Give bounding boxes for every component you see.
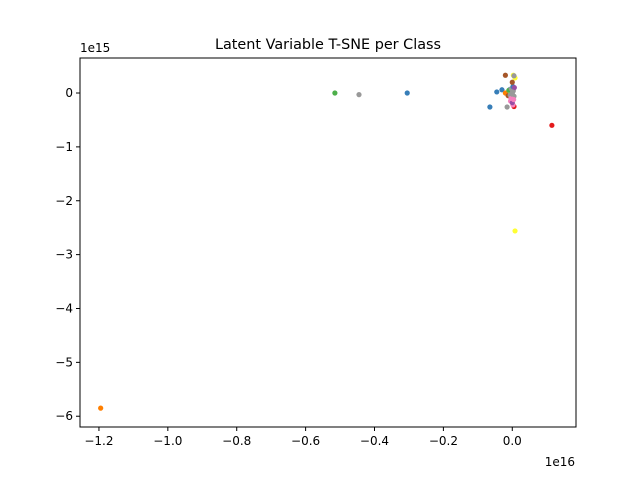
scatter-point [404, 90, 410, 96]
scatter-point [549, 122, 555, 128]
y-tick-label: −4 [55, 301, 73, 315]
axis-ticks: −1.2 −1.0 −0.8 −0.6 −0.4 −0.2 0.0 0 −1 −2 −3 −4 −5 −6 [55, 86, 522, 448]
plot-frame [79, 57, 577, 428]
y-tick-label: −6 [55, 409, 73, 423]
scatter-point [511, 73, 517, 79]
scatter-point [356, 92, 362, 98]
y-tick-label: −1 [55, 140, 73, 154]
scatter-point [510, 89, 516, 95]
scatter-point [504, 104, 510, 110]
x-tick-label: −1.0 [153, 434, 182, 448]
y-tick-label: −2 [55, 194, 73, 208]
scatter-point [511, 85, 517, 91]
scatter-point [494, 89, 500, 95]
y-tick-label: −5 [55, 355, 73, 369]
scatter-point [98, 405, 104, 411]
scatter-points [98, 72, 555, 411]
scatter-point [499, 87, 505, 93]
scatter-point [502, 72, 508, 78]
x-tick-label: −0.4 [360, 434, 389, 448]
scatter-point [511, 96, 517, 103]
x-tick-label: −0.6 [291, 434, 320, 448]
chart-title: Latent Variable T-SNE per Class [215, 37, 441, 53]
scatter-point [512, 228, 518, 234]
scatter-point [332, 90, 338, 96]
x-tick-label: 0.0 [503, 434, 522, 448]
x-tick-label: −0.2 [429, 434, 458, 448]
x-tick-label: −1.2 [84, 434, 113, 448]
y-axis-offset-label: 1e15 [80, 41, 110, 55]
scatter-point [487, 104, 493, 110]
y-tick-label: −3 [55, 248, 73, 262]
x-axis-offset-label: 1e16 [545, 455, 575, 469]
x-tick-label: −0.8 [222, 434, 251, 448]
scatter-point [509, 79, 515, 85]
y-tick-label: 0 [65, 86, 73, 100]
